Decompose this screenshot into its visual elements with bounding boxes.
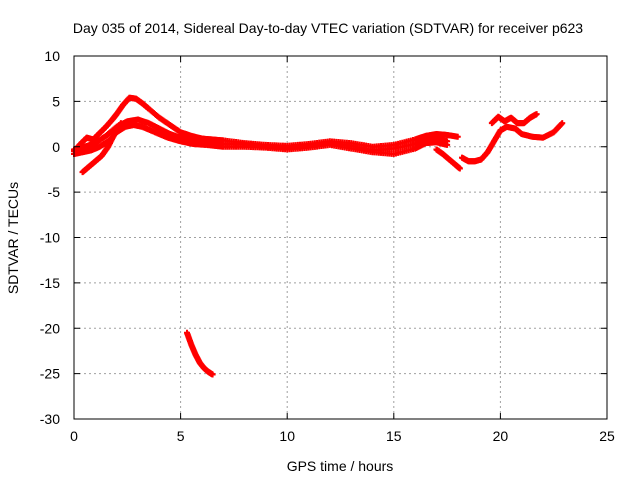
y-tick-label: -15 bbox=[40, 275, 60, 291]
series-evening-upper bbox=[488, 111, 540, 127]
series-early-dip bbox=[79, 120, 124, 176]
data-point bbox=[559, 120, 566, 127]
tick-labels: 0 5 10 15 20 25 10 5 0 -5 -10 -15 -20 -25 -30 bbox=[40, 48, 615, 444]
y-tick-label: 0 bbox=[52, 139, 60, 155]
y-tick-label: -30 bbox=[40, 411, 60, 427]
y-tick-label: -25 bbox=[40, 366, 60, 382]
y-tick-label: 5 bbox=[52, 93, 60, 109]
data-point bbox=[456, 165, 463, 172]
series-main-band-lower bbox=[71, 121, 451, 158]
data-point bbox=[533, 111, 540, 118]
series-evening-arc bbox=[459, 120, 566, 165]
x-tick-label: 20 bbox=[493, 428, 509, 444]
plot-frame bbox=[73, 55, 608, 420]
y-tick-label: -20 bbox=[40, 320, 60, 336]
data-point bbox=[209, 371, 216, 378]
series-late-descent bbox=[433, 146, 463, 172]
chart-title: Day 035 of 2014, Sidereal Day-to-day VTE… bbox=[73, 20, 583, 36]
y-axis-label: SDTVAR / TECUs bbox=[5, 182, 21, 294]
y-tick-label: -5 bbox=[48, 184, 61, 200]
x-tick-label: 10 bbox=[279, 428, 295, 444]
x-tick-label: 5 bbox=[177, 428, 185, 444]
x-tick-label: 0 bbox=[70, 428, 78, 444]
data-point bbox=[444, 141, 451, 148]
y-tick-label: -10 bbox=[40, 230, 60, 246]
data-point bbox=[117, 120, 124, 127]
plot-border bbox=[73, 55, 608, 420]
x-tick-label: 25 bbox=[599, 428, 615, 444]
y-tick-label: 10 bbox=[44, 48, 60, 64]
x-axis-label: GPS time / hours bbox=[287, 458, 394, 474]
x-tick-label: 15 bbox=[386, 428, 402, 444]
series-isolated-low-segment bbox=[183, 329, 216, 378]
data-points bbox=[71, 94, 566, 378]
data-point bbox=[454, 133, 461, 140]
